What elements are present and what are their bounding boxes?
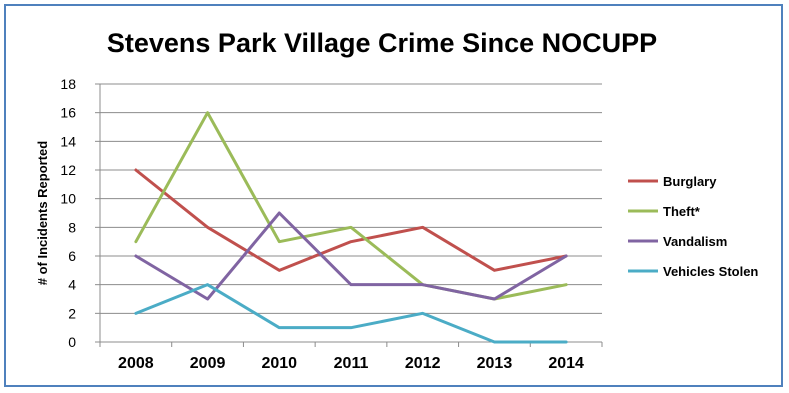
legend-label-vandalism: Vandalism <box>663 234 727 249</box>
y-axis-label: # of Incidents Reported <box>35 141 50 286</box>
series-line-vandalism <box>134 211 568 301</box>
y-tick-labels: 0 2 4 6 8 10 12 14 16 18 <box>60 76 76 350</box>
y-tick-label: 0 <box>68 334 76 350</box>
x-tick-label: 2014 <box>548 355 584 372</box>
series-line-vehicles-stolen <box>134 283 568 344</box>
axes <box>95 83 603 347</box>
y-tick-label: 8 <box>68 219 76 235</box>
x-tick-label: 2010 <box>261 355 297 372</box>
legend-label-vehicles-stolen: Vehicles Stolen <box>663 264 758 279</box>
legend-label-burglary: Burglary <box>663 174 717 189</box>
legend: Burglary Theft* Vandalism Vehicles Stolen <box>628 174 758 279</box>
series-lines <box>134 111 568 344</box>
y-tick-label: 4 <box>68 277 76 293</box>
x-tick-label: 2011 <box>334 355 369 372</box>
y-tick-label: 18 <box>60 76 76 92</box>
x-tick-label: 2009 <box>190 355 226 372</box>
x-tick-label: 2008 <box>118 355 154 372</box>
y-tick-label: 16 <box>60 105 76 121</box>
x-tick-label: 2013 <box>477 355 513 372</box>
y-tick-label: 12 <box>60 162 76 178</box>
y-tick-label: 10 <box>60 191 76 207</box>
y-tick-label: 14 <box>60 133 76 149</box>
x-tick-labels: 2008 2009 2010 2011 2012 2013 2014 <box>118 355 584 372</box>
series-line-burglary <box>134 168 568 272</box>
y-tick-label: 6 <box>68 248 76 264</box>
x-tick-label: 2012 <box>405 355 441 372</box>
y-tick-label: 2 <box>68 305 76 321</box>
chart-frame <box>4 4 783 387</box>
chart-title: Stevens Park Village Crime Since NOCUPP <box>106 28 658 58</box>
legend-label-theft: Theft* <box>663 204 701 219</box>
series-line-theft <box>134 111 568 301</box>
